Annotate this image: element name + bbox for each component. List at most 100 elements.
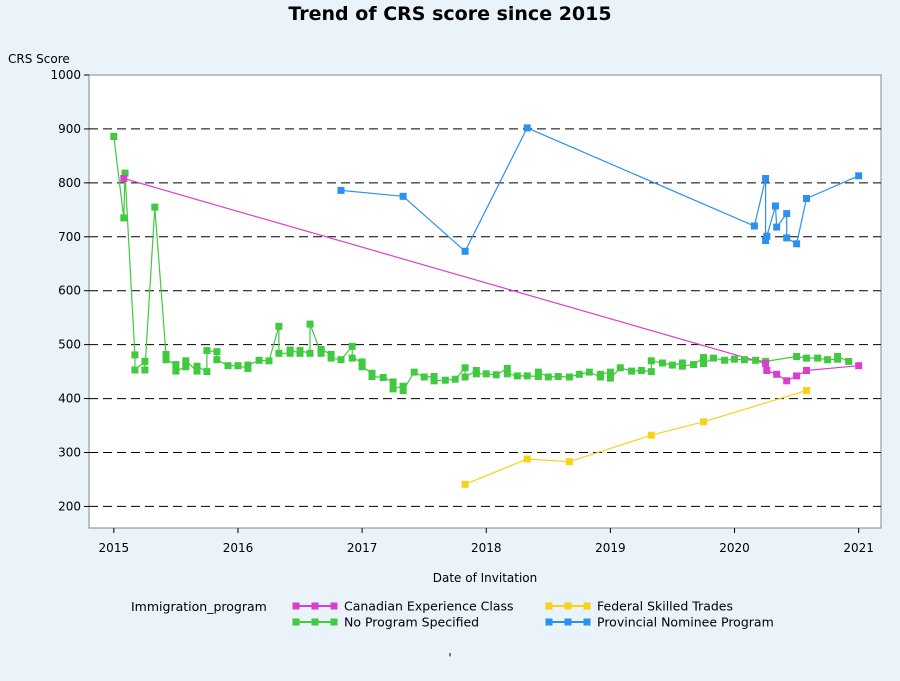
data-point — [244, 361, 252, 369]
data-point — [855, 362, 863, 370]
data-point — [141, 357, 149, 365]
data-point — [565, 458, 573, 466]
data-point — [534, 373, 542, 380]
markers-no-program-specified — [110, 133, 853, 394]
data-point — [523, 455, 531, 463]
data-point — [628, 367, 635, 375]
data-point — [690, 361, 698, 369]
data-point — [213, 356, 221, 364]
data-point — [855, 172, 863, 180]
x-tick-label: 2019 — [595, 541, 626, 555]
data-point — [306, 320, 314, 328]
data-point — [389, 385, 397, 393]
data-point — [793, 353, 801, 360]
data-point — [523, 372, 531, 380]
footnote: ' — [448, 651, 451, 665]
legend-swatch-marker — [292, 618, 300, 626]
data-point — [151, 203, 159, 211]
data-point — [317, 346, 325, 353]
data-point — [430, 377, 438, 385]
legend-item-no-program-specified: No Program Specified — [292, 615, 479, 630]
legend-swatch-marker — [564, 618, 572, 626]
series-line-federal-skilled-trades — [464, 389, 807, 485]
data-point — [503, 364, 511, 372]
y-tick-label: 500 — [58, 338, 81, 352]
y-axis-label: CRS Score — [8, 52, 70, 66]
data-point — [296, 347, 304, 355]
y-tick-label: 900 — [58, 122, 81, 136]
data-point — [348, 342, 356, 350]
data-point — [565, 373, 573, 381]
y-tick-label: 800 — [58, 176, 81, 190]
data-point — [834, 353, 842, 360]
legend-item-canadian-experience-class: Canadian Experience Class — [292, 599, 514, 614]
data-point — [606, 374, 614, 382]
markers-federal-skilled-trades — [461, 387, 810, 488]
legend-swatch-marker — [545, 618, 553, 626]
x-tick-label: 2020 — [719, 541, 750, 555]
data-point — [575, 370, 583, 378]
data-point — [783, 377, 791, 385]
data-point — [430, 373, 438, 380]
data-point — [763, 232, 771, 240]
legend-swatch-marker — [311, 602, 319, 610]
data-point — [379, 374, 387, 381]
legend-label: Canadian Experience Class — [344, 599, 514, 614]
data-point — [762, 237, 770, 245]
data-point — [306, 349, 314, 357]
data-point — [773, 370, 781, 378]
series-layer — [110, 124, 863, 488]
data-point — [700, 418, 707, 426]
legend-swatch-marker — [583, 602, 591, 610]
data-point — [255, 356, 263, 364]
data-point — [803, 195, 810, 202]
legend-swatch-marker — [330, 618, 338, 626]
data-point — [750, 222, 758, 230]
data-point — [120, 175, 128, 182]
data-point — [182, 363, 190, 371]
data-point — [721, 356, 729, 364]
legend-swatch-marker — [564, 602, 572, 610]
y-tick-label: 1000 — [50, 68, 81, 82]
y-tick-label: 400 — [58, 392, 81, 406]
data-point — [659, 359, 666, 367]
data-point — [265, 357, 273, 365]
data-point — [275, 322, 283, 330]
data-point — [554, 373, 562, 380]
data-point — [399, 192, 407, 200]
series-federal-skilled-trades — [464, 389, 807, 485]
x-tick-label: 2016 — [223, 541, 254, 555]
data-point — [213, 348, 221, 356]
legend-swatch-marker — [545, 602, 553, 610]
data-point — [678, 362, 686, 370]
data-point — [709, 354, 717, 362]
y-tick-label: 200 — [58, 499, 81, 513]
data-point — [596, 370, 604, 378]
data-point — [348, 354, 356, 362]
legend-label: Provincial Nominee Program — [597, 615, 774, 630]
data-point — [585, 368, 593, 376]
legend-swatch-marker — [330, 602, 338, 610]
data-point — [275, 349, 283, 357]
data-point — [110, 133, 118, 140]
data-point — [317, 349, 325, 357]
x-axis-ticks: 2015 2016 2017 2018 2019 2020 2021 — [99, 528, 874, 555]
data-point — [358, 363, 366, 371]
data-point — [700, 360, 707, 367]
data-point — [534, 368, 542, 376]
data-point — [286, 346, 294, 354]
data-point — [410, 368, 418, 376]
data-point — [503, 370, 511, 378]
data-point — [121, 169, 129, 177]
legend-swatch-marker — [583, 618, 591, 626]
data-point — [793, 240, 801, 248]
data-point — [420, 373, 428, 381]
data-point — [441, 376, 449, 384]
markers-provincial-nominee-program — [337, 124, 863, 255]
data-point — [162, 350, 170, 358]
x-tick-label: 2015 — [99, 541, 130, 555]
legend: Immigration_program Canadian Experience … — [131, 599, 774, 630]
data-point — [637, 367, 645, 374]
data-point — [793, 372, 801, 380]
